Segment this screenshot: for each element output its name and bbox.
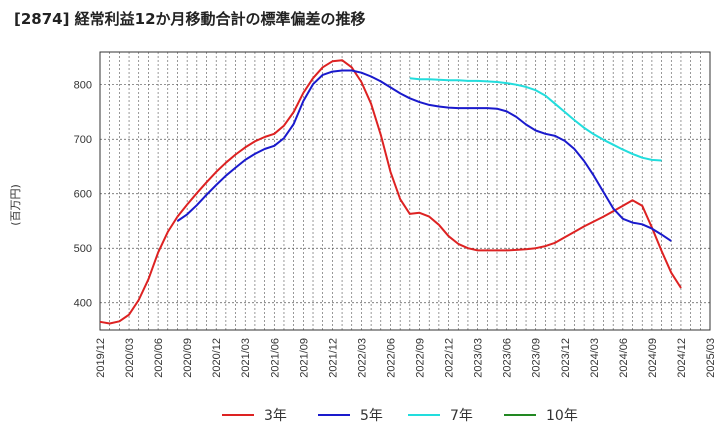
x-tick-label: 2021/12 [327,338,339,378]
x-tick-label: 2024/12 [676,338,688,378]
y-axis-ticks: 400 500 600 700 800 [74,80,92,310]
legend-label: 10年 [546,408,578,424]
x-tick-label: 2022/03 [356,338,368,378]
y-axis-label: (百万円) [9,184,22,226]
x-tick-label: 2023/03 [473,338,485,378]
series-line-5年 [176,69,672,242]
x-tick-label: 2024/06 [618,338,630,378]
y-tick-label: 800 [74,80,92,92]
x-tick-label: 2021/09 [298,338,310,378]
x-tick-label: 2024/09 [647,338,659,378]
grid [99,52,711,330]
x-tick-label: 2022/06 [385,338,397,378]
x-tick-label: 2020/06 [153,338,165,378]
y-tick-label: 400 [74,298,92,310]
x-axis-ticks: 2019/12 2020/03 2020/06 2020/09 2020/12 2021/… [95,338,717,378]
legend-label: 3年 [264,408,287,424]
x-tick-label: 2022/12 [444,338,456,378]
x-tick-label: 2021/06 [269,338,281,378]
legend-label: 5年 [360,408,383,424]
x-tick-label: 2019/12 [95,338,107,378]
x-tick-label: 2023/09 [531,338,543,378]
x-tick-label: 2023/12 [560,338,572,378]
legend-label: 7年 [450,408,473,424]
x-tick-label: 2024/03 [589,338,601,378]
x-tick-label: 2020/09 [182,338,194,378]
y-tick-label: 600 [74,189,92,201]
y-tick-label: 700 [74,134,92,146]
series-lines [99,59,682,325]
plot-frame [99,51,711,331]
x-tick-label: 2023/06 [502,338,514,378]
x-tick-label: 2020/03 [124,338,136,378]
x-tick-label: 2021/03 [240,338,252,378]
series-line-7年 [409,77,662,162]
legend: 3年 5年 7年 10年 [222,408,578,424]
y-tick-label: 500 [74,243,92,255]
x-tick-label: 2025/03 [705,338,717,378]
series-line-3年 [99,59,682,325]
x-tick-label: 2020/12 [211,338,223,378]
x-tick-label: 2022/09 [415,338,427,378]
chart-title: [2874] 経常利益12か月移動合計の標準偏差の推移 [14,10,366,28]
